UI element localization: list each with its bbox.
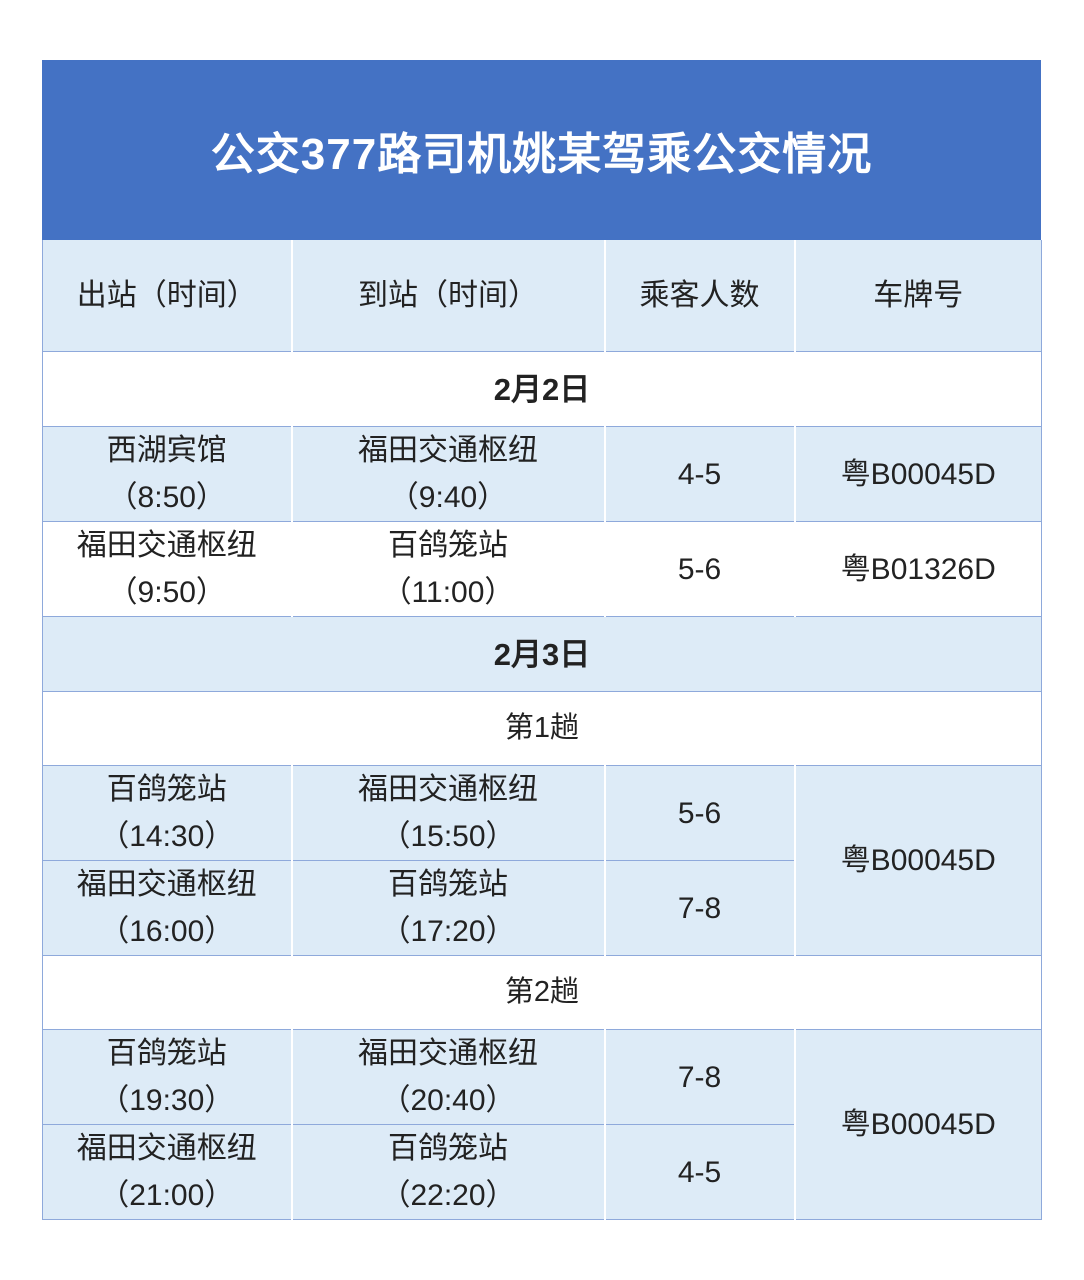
departure-time: （9:50） [107, 576, 226, 609]
date-label: 2月2日 [42, 351, 1042, 427]
arrival-time: （17:20） [380, 915, 516, 948]
arrival-time: （11:00） [381, 576, 515, 609]
arrival-time: （20:40） [380, 1084, 516, 1117]
trip-label: 第1趟 [42, 691, 1042, 766]
table-row: 百鸽笼站 （14:30） 福田交通枢纽 （15:50） 5-6 粤B00045D [42, 765, 1042, 956]
plate-cell: 粤B01326D [793, 521, 1042, 617]
departure-time: （19:30） [99, 1084, 235, 1117]
arrival-cell: 百鸽笼站 （11:00） [290, 521, 606, 617]
arrival-station: 百鸽笼站 [388, 529, 508, 562]
date-label: 2月3日 [42, 616, 1042, 692]
plate-cell: 粤B00045D [793, 765, 1042, 956]
trip-label: 第2趟 [42, 955, 1042, 1030]
arrival-cell: 百鸽笼站 （22:20） [290, 1124, 606, 1220]
departure-cell: 百鸽笼站 （14:30） [42, 765, 293, 861]
departure-station: 西湖宾馆 [106, 434, 227, 467]
plate-cell: 粤B00045D [793, 1029, 1042, 1220]
arrival-station: 百鸽笼站 [388, 1132, 508, 1165]
table-row: 百鸽笼站 （19:30） 福田交通枢纽 （20:40） 7-8 粤B00045D [42, 1029, 1042, 1220]
departure-time: （16:00） [99, 915, 235, 948]
departure-station: 百鸽笼站 [106, 1037, 227, 1070]
header-departure: 出站（时间） [42, 240, 293, 352]
passengers-cell: 5-6 [603, 765, 796, 861]
departure-time: （14:30） [99, 820, 235, 853]
passengers-cell: 7-8 [603, 1029, 796, 1125]
departure-time: （8:50） [107, 481, 226, 514]
arrival-cell: 百鸽笼站 （17:20） [290, 860, 606, 956]
table-row: 福田交通枢纽 （16:00） 百鸽笼站 （17:20） 7-8 [42, 860, 1042, 956]
arrival-station: 百鸽笼站 [388, 868, 508, 901]
arrival-time: （9:40） [388, 481, 508, 514]
header-passengers: 乘客人数 [603, 240, 796, 352]
header-plate: 车牌号 [793, 240, 1042, 352]
departure-cell: 福田交通枢纽 （21:00） [42, 1124, 293, 1220]
arrival-cell: 福田交通枢纽 （9:40） [290, 426, 606, 522]
departure-station: 百鸽笼站 [106, 773, 227, 806]
header-row: 出站（时间） 到站（时间） 乘客人数 车牌号 [42, 240, 1042, 352]
date-row: 2月3日 [42, 616, 1042, 692]
trip-row: 第2趟 [42, 955, 1042, 1030]
arrival-station: 福田交通枢纽 [358, 773, 538, 806]
schedule-table: 出站（时间） 到站（时间） 乘客人数 车牌号 2月2日 西湖宾馆 （8:50） 福… [42, 240, 1042, 1220]
passengers-cell: 7-8 [603, 860, 795, 956]
arrival-time: （15:50） [380, 820, 516, 853]
departure-cell: 福田交通枢纽 （9:50） [42, 521, 293, 617]
schedule-table-container: 公交377路司机姚某驾乘公交情况 出站（时间） 到站（时间） 乘客人数 车牌号 … [42, 60, 1042, 1220]
table-row: 西湖宾馆 （8:50） 福田交通枢纽 （9:40） 4-5 粤B00045D [42, 426, 1042, 522]
arrival-cell: 福田交通枢纽 （20:40） [290, 1029, 606, 1125]
table-row: 福田交通枢纽 （21:00） 百鸽笼站 （22:20） 4-5 [42, 1124, 1042, 1220]
arrival-station: 福田交通枢纽 [358, 434, 538, 467]
arrival-cell: 福田交通枢纽 （15:50） [290, 765, 606, 861]
departure-cell: 福田交通枢纽 （16:00） [42, 860, 293, 956]
header-arrival: 到站（时间） [290, 240, 606, 352]
date-row: 2月2日 [42, 351, 1042, 427]
passengers-cell: 5-6 [603, 521, 796, 617]
departure-station: 福田交通枢纽 [76, 529, 257, 562]
arrival-station: 福田交通枢纽 [358, 1037, 538, 1070]
arrival-time: （22:20） [380, 1179, 516, 1212]
passengers-cell: 4-5 [603, 1124, 795, 1220]
table-title: 公交377路司机姚某驾乘公交情况 [42, 60, 1041, 240]
trip-row: 第1趟 [42, 691, 1042, 766]
passengers-cell: 4-5 [603, 426, 796, 522]
plate-cell: 粤B00045D [793, 426, 1042, 522]
table-row: 福田交通枢纽 （9:50） 百鸽笼站 （11:00） 5-6 粤B01326D [42, 521, 1042, 617]
departure-cell: 西湖宾馆 （8:50） [42, 426, 293, 522]
departure-cell: 百鸽笼站 （19:30） [42, 1029, 293, 1125]
departure-time: （21:00） [99, 1179, 235, 1212]
departure-station: 福田交通枢纽 [76, 868, 257, 901]
departure-station: 福田交通枢纽 [76, 1132, 257, 1165]
